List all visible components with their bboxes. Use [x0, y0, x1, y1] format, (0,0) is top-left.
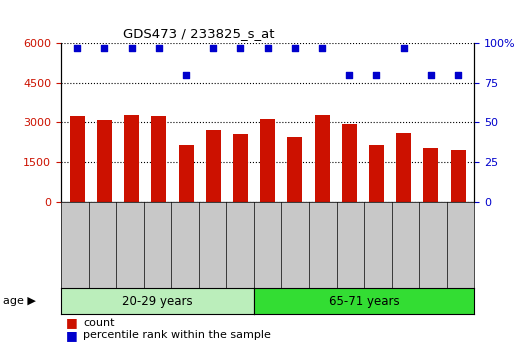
Bar [315, 115, 330, 202]
Point [263, 45, 272, 51]
Point [209, 45, 217, 51]
Bar [124, 115, 139, 202]
Text: ■: ■ [66, 329, 78, 342]
Point [372, 72, 381, 78]
Point [454, 72, 462, 78]
Bar [70, 116, 85, 202]
Bar [423, 148, 438, 202]
Point [345, 72, 354, 78]
Bar [450, 150, 465, 202]
Point [182, 72, 190, 78]
Bar [233, 134, 248, 202]
Bar [369, 145, 384, 202]
Bar [396, 133, 411, 202]
Bar [206, 130, 220, 202]
Point [155, 45, 163, 51]
Point [100, 45, 109, 51]
Bar [287, 137, 302, 202]
Bar [342, 124, 357, 202]
Text: age ▶: age ▶ [3, 296, 36, 306]
Point [290, 45, 299, 51]
Bar [260, 119, 275, 202]
Bar [179, 145, 193, 202]
Text: percentile rank within the sample: percentile rank within the sample [83, 331, 271, 340]
Point [236, 45, 245, 51]
Text: 65-71 years: 65-71 years [329, 295, 400, 307]
Point [427, 72, 435, 78]
Bar [152, 116, 166, 202]
Text: 20-29 years: 20-29 years [122, 295, 193, 307]
Text: ■: ■ [66, 316, 78, 329]
Text: count: count [83, 318, 114, 327]
Point [127, 45, 136, 51]
Point [400, 45, 408, 51]
Point [318, 45, 326, 51]
Text: GDS473 / 233825_s_at: GDS473 / 233825_s_at [123, 27, 275, 40]
Point [73, 45, 82, 51]
Bar [97, 120, 112, 202]
